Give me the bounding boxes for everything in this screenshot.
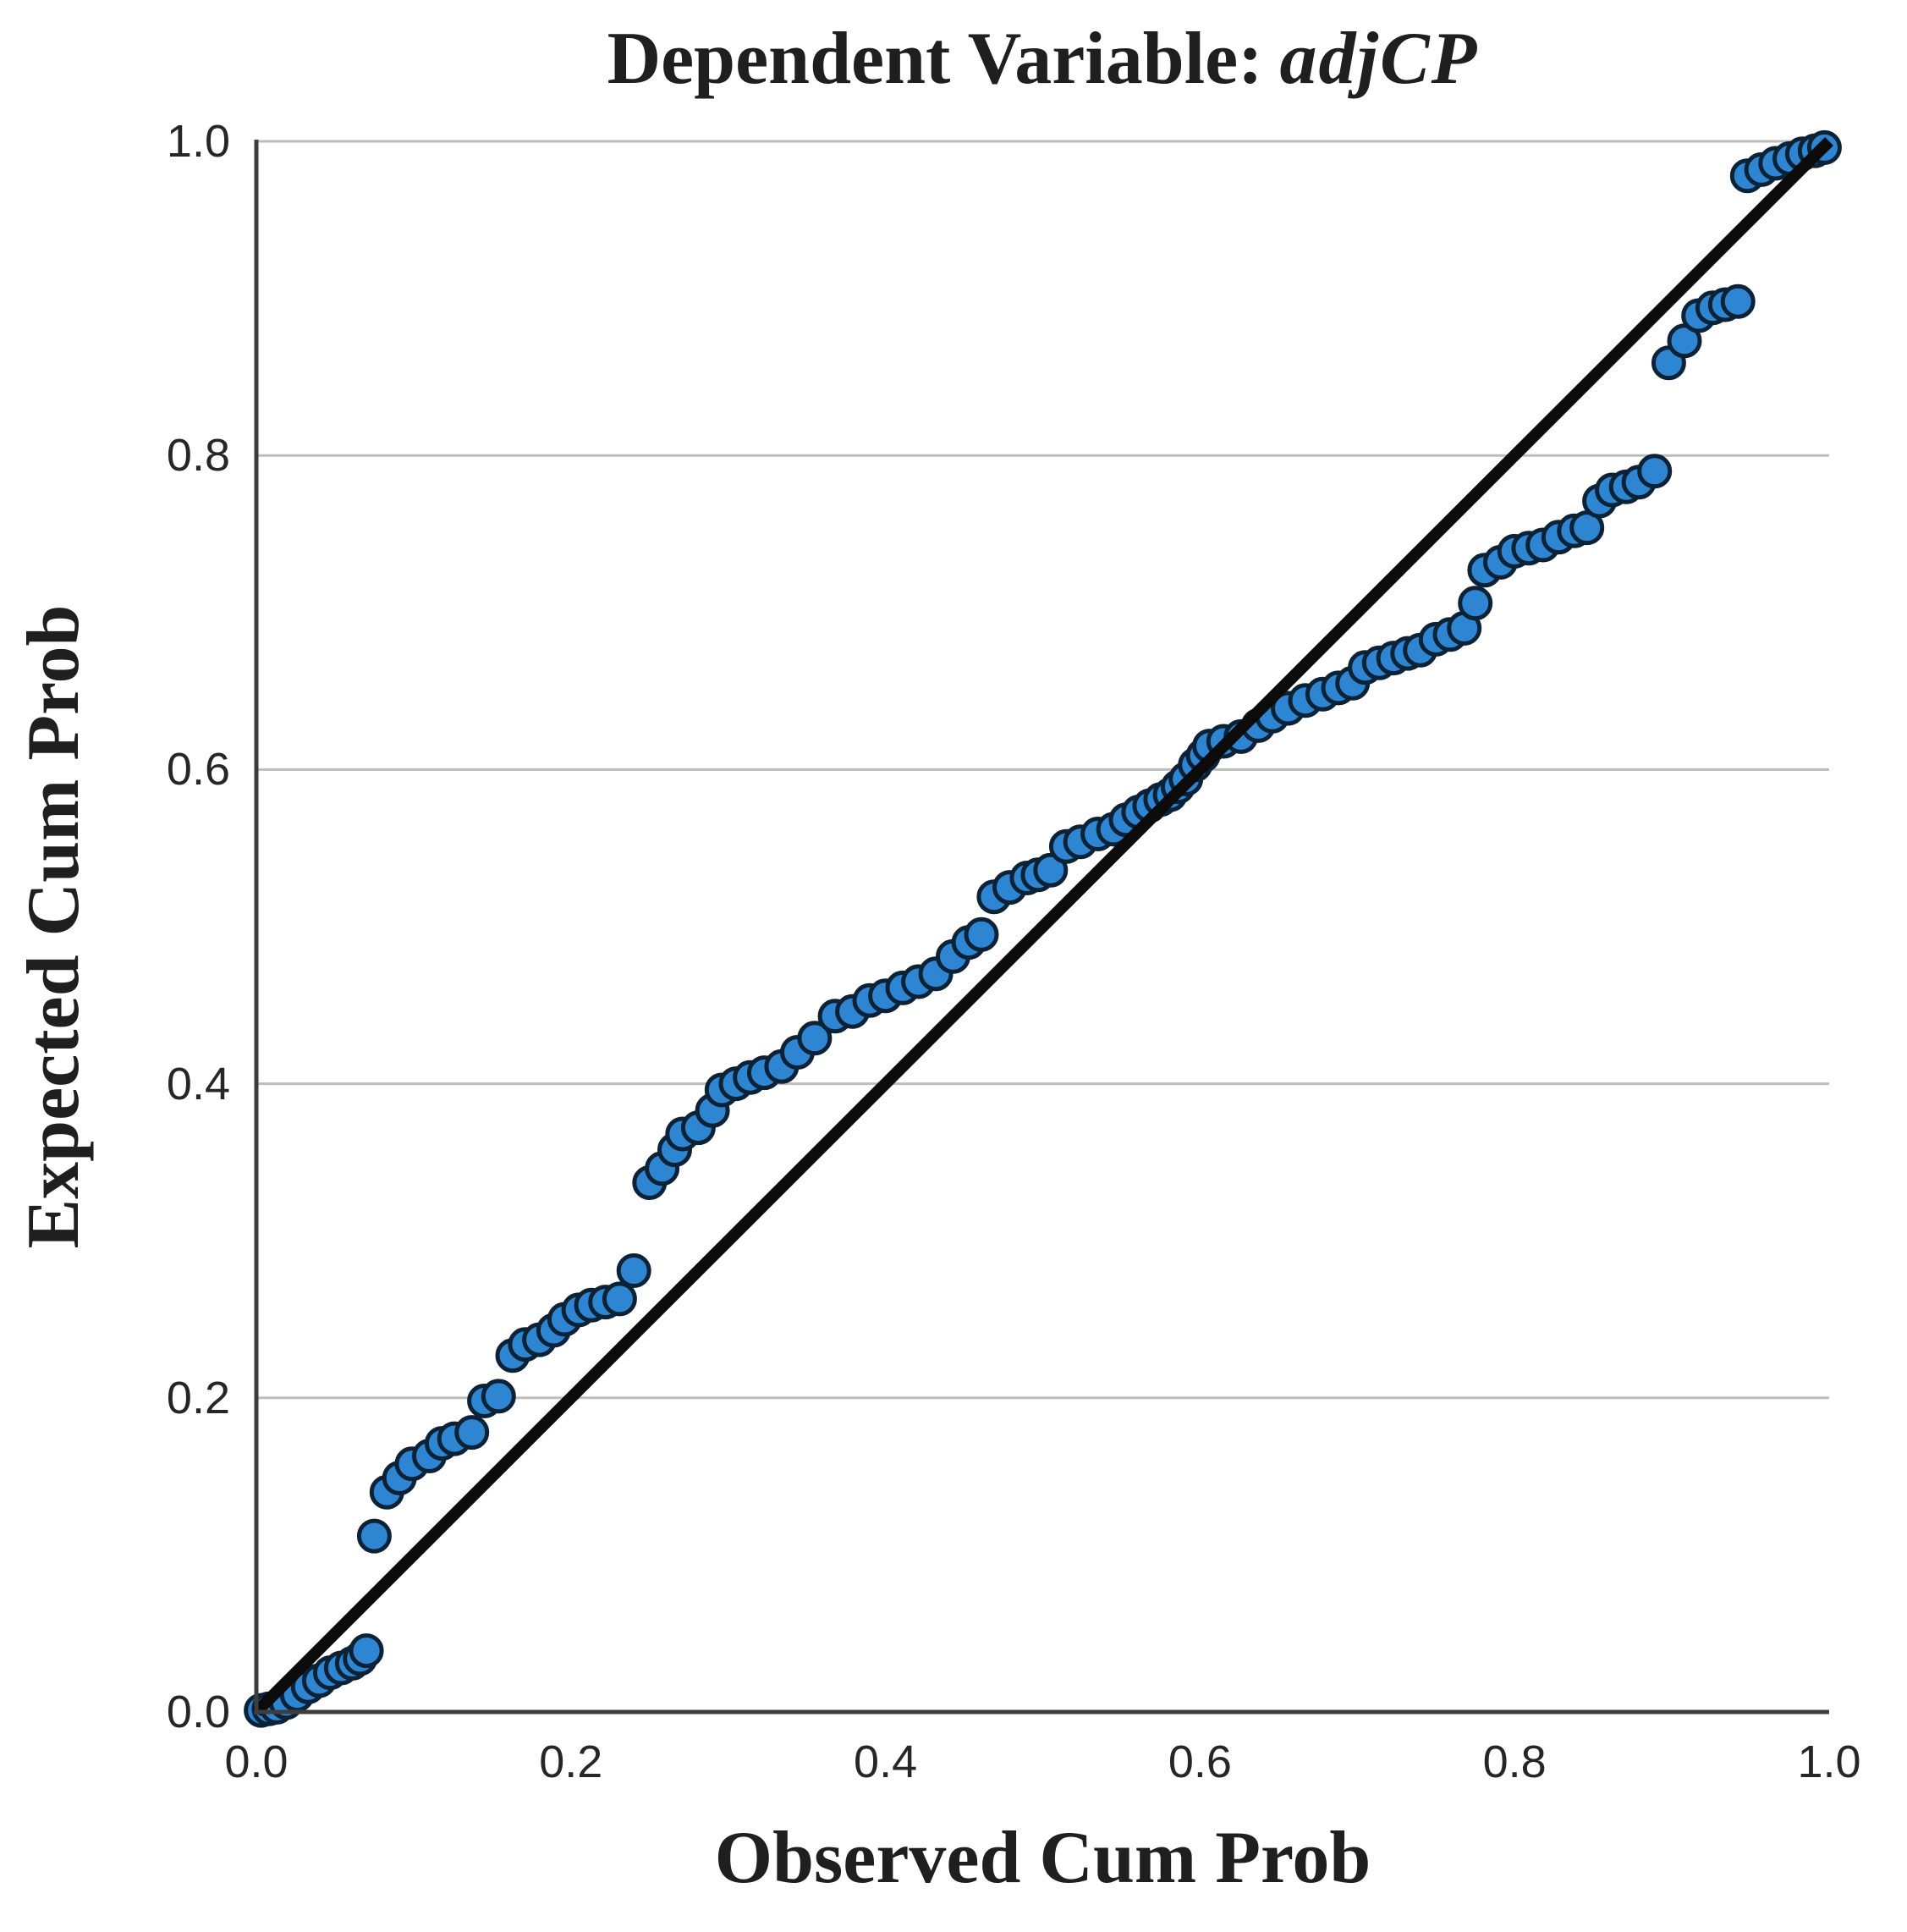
x-tick-label-1.0: 1.0 <box>1797 1737 1861 1787</box>
data-point <box>1458 586 1493 621</box>
y-tick-label-0.8: 0.8 <box>166 430 230 482</box>
y-tick-label-0.6: 0.6 <box>166 744 230 795</box>
y-tick-label-0.0: 0.0 <box>166 1687 230 1737</box>
x-tick-label-0.8: 0.8 <box>1482 1737 1547 1787</box>
x-tick-label-0.6: 0.6 <box>1168 1737 1232 1787</box>
x-tick-label-0.4: 0.4 <box>854 1737 918 1787</box>
data-point <box>1720 283 1756 319</box>
x-axis-title: Observed Cum Prob <box>714 1817 1371 1899</box>
x-tick-label-0.0: 0.0 <box>224 1737 289 1787</box>
chart-title: Dependent Variable: adjCP <box>256 22 1829 96</box>
data-point <box>349 1633 384 1669</box>
y-tick-label-0.2: 0.2 <box>166 1372 230 1423</box>
data-point <box>454 1415 490 1450</box>
data-point <box>797 1021 833 1056</box>
chart-title-prefix: Dependent Variable: <box>607 18 1263 100</box>
y-tick-label-1.0: 1.0 <box>166 116 230 167</box>
data-point <box>602 1281 637 1317</box>
x-tick-label-0.2: 0.2 <box>539 1737 603 1787</box>
data-point <box>1637 454 1673 489</box>
data-point <box>1033 852 1069 888</box>
data-point <box>616 1253 651 1288</box>
data-point <box>964 916 999 952</box>
y-tick-label-0.4: 0.4 <box>166 1058 230 1109</box>
data-point <box>481 1379 516 1414</box>
reference-diagonal-line <box>252 137 1833 1716</box>
data-point <box>356 1518 392 1554</box>
chart-title-variable: adjCP <box>1279 18 1479 100</box>
